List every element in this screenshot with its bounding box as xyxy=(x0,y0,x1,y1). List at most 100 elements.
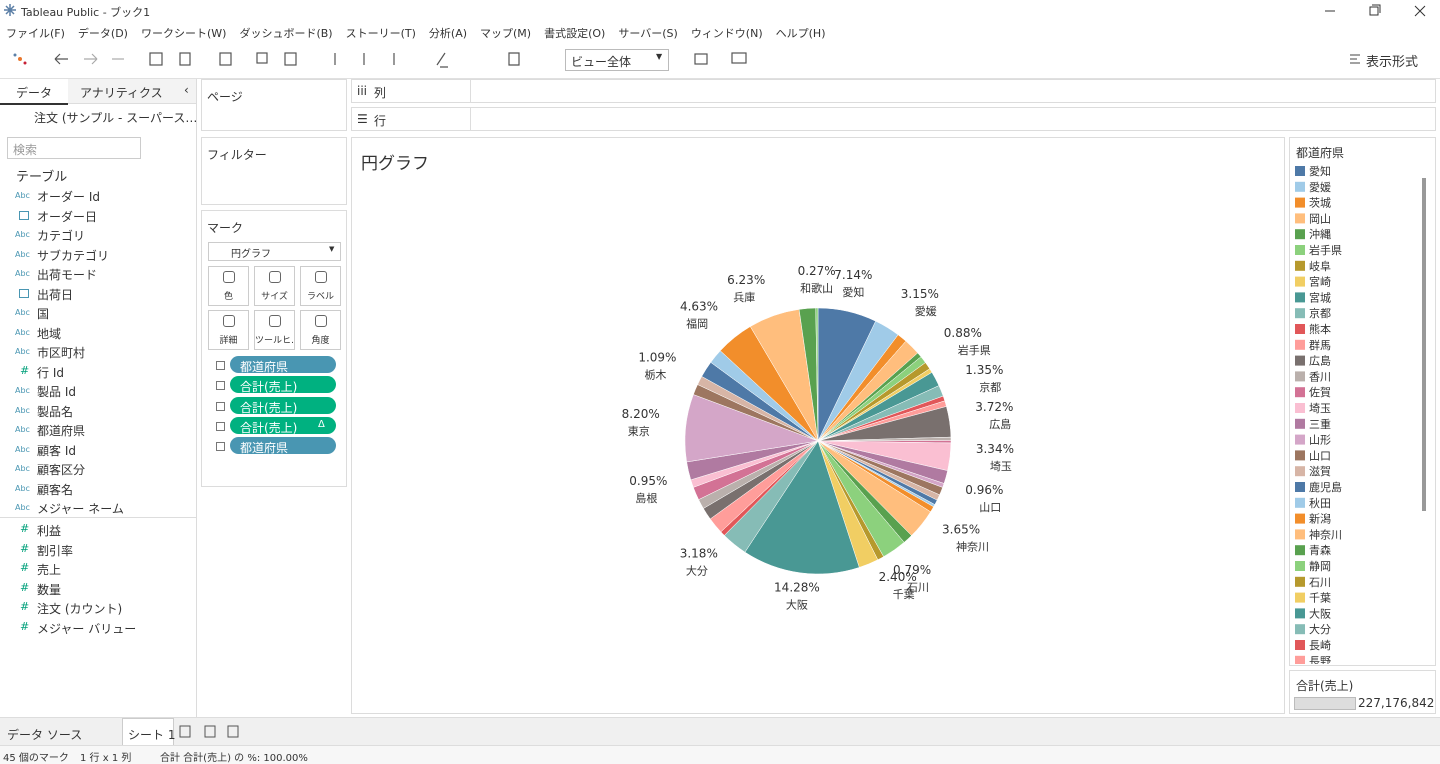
data-source-tab[interactable]: データ ソース xyxy=(7,728,83,742)
dimension-field[interactable]: サブカテゴリ xyxy=(37,248,110,263)
legend-label[interactable]: 岩手県 xyxy=(1309,243,1342,257)
measure-field[interactable]: メジャー バリュー xyxy=(37,621,137,636)
dimension-field[interactable]: 市区町村 xyxy=(37,346,86,360)
legend-label[interactable]: 滋賀 xyxy=(1309,465,1331,478)
dimension-field[interactable]: カテゴリ xyxy=(37,229,86,243)
dimension-field[interactable]: 国 xyxy=(37,307,50,321)
sheet-tab[interactable]: シート 1 xyxy=(122,718,175,747)
menu-item[interactable]: ヘルプ(H) xyxy=(775,27,826,40)
dimension-field[interactable]: 顧客名 xyxy=(37,482,74,497)
dimension-field[interactable]: 製品 Id xyxy=(37,385,76,399)
legend-label[interactable]: 広島 xyxy=(1309,354,1331,368)
legend-label[interactable]: 大阪 xyxy=(1309,606,1331,620)
show-me[interactable]: 表示形式 xyxy=(1366,55,1419,70)
pill[interactable]: 都道府県 xyxy=(230,437,336,455)
menu-item[interactable]: ワークシート(W) xyxy=(140,27,227,40)
menu-item[interactable]: 分析(A) xyxy=(428,27,468,40)
legend-label[interactable]: 岡山 xyxy=(1309,212,1331,225)
rows-shelf[interactable]: ☰ 行 xyxy=(351,107,1436,131)
new-sheet-icons[interactable] xyxy=(178,724,243,740)
legend-label[interactable]: 三重 xyxy=(1309,417,1331,431)
dimension-field[interactable]: オーダー Id xyxy=(37,190,100,204)
measure-field[interactable]: 数量 xyxy=(37,582,62,597)
dimension-field[interactable]: 出荷モード xyxy=(37,268,98,282)
measure-field[interactable]: 注文 (カウント) xyxy=(37,602,123,616)
legend-label[interactable]: 熊本 xyxy=(1309,322,1331,336)
legend-label[interactable]: 宮崎 xyxy=(1309,275,1331,289)
menu-item[interactable]: ストーリー(T) xyxy=(345,27,416,40)
legend-label[interactable]: 香川 xyxy=(1309,370,1331,383)
legend-label[interactable]: 新潟 xyxy=(1309,513,1331,526)
legend-label[interactable]: 埼玉 xyxy=(1309,401,1331,415)
mark-button[interactable]: 色 xyxy=(208,266,249,306)
menu-item[interactable]: データ(D) xyxy=(77,27,128,40)
dimension-field[interactable]: 顧客区分 xyxy=(37,463,86,477)
legend-label[interactable]: 京都 xyxy=(1309,307,1331,320)
mark-button[interactable]: 角度 xyxy=(300,310,341,350)
dimension-field[interactable]: オーダー日 xyxy=(37,209,98,224)
legend-label[interactable]: 長崎 xyxy=(1309,638,1331,652)
search-box[interactable]: 検索 xyxy=(7,137,141,159)
legend-label[interactable]: 群馬 xyxy=(1309,338,1331,352)
data-source[interactable]: 注文 (サンプル - スーパース… xyxy=(34,111,198,125)
pill[interactable]: 合計(売上) xyxy=(230,396,336,415)
legend-label[interactable]: 茨城 xyxy=(1309,197,1331,210)
legend-label[interactable]: 青森 xyxy=(1309,543,1331,557)
legend-label[interactable]: 宮城 xyxy=(1309,291,1331,304)
legend-label[interactable]: 神奈川 xyxy=(1309,527,1342,541)
legend-label[interactable]: 山形 xyxy=(1309,434,1331,447)
collapse[interactable]: ‹ xyxy=(184,83,189,97)
mark-button[interactable]: ラベル xyxy=(300,266,341,306)
menu-item[interactable]: マップ(M) xyxy=(480,27,532,40)
pie-slice[interactable] xyxy=(815,307,819,442)
dimension-field[interactable]: 製品名 xyxy=(37,404,74,419)
mark-button[interactable]: サイズ xyxy=(254,266,295,306)
menu-item[interactable]: サーバー(S) xyxy=(618,27,678,40)
pill[interactable]: 合計(売上) xyxy=(230,376,336,394)
pill-icon xyxy=(216,381,225,391)
legend-label[interactable]: 石川 xyxy=(1309,576,1331,589)
data-tab[interactable]: データ xyxy=(0,79,68,105)
pie-slice[interactable] xyxy=(744,440,860,575)
legend-label[interactable]: 静岡 xyxy=(1309,559,1331,573)
measure-field[interactable]: 利益 xyxy=(37,524,62,538)
mark-button[interactable]: 詳細 xyxy=(208,310,249,350)
legend-label[interactable]: 佐賀 xyxy=(1309,385,1331,399)
mark-button-label: ツールヒ… xyxy=(255,336,294,346)
menu-item[interactable]: ウィンドウ(N) xyxy=(690,27,763,40)
pill[interactable]: 合計(売上) Δ xyxy=(230,416,336,435)
menu-item[interactable]: ファイル(F) xyxy=(6,27,65,40)
legend-label[interactable]: 岐阜 xyxy=(1309,260,1331,273)
dimension-field[interactable]: 顧客 Id xyxy=(37,443,76,458)
measure-field[interactable]: 割引率 xyxy=(37,543,74,558)
pill[interactable]: 都道府県 xyxy=(230,356,336,374)
legend-label[interactable]: 千葉 xyxy=(1309,591,1331,605)
menu-item[interactable]: 書式設定(O) xyxy=(544,27,606,40)
measure-field[interactable]: 売上 xyxy=(37,563,62,577)
analytics-tab[interactable]: アナリティクス ‹ xyxy=(68,79,196,104)
dimension-field[interactable]: 行 Id xyxy=(37,365,64,380)
dimension-field[interactable]: 地域 xyxy=(37,326,62,341)
filters-shelf[interactable]: フィルター xyxy=(201,137,347,205)
legend-label[interactable]: 長野 xyxy=(1309,655,1331,664)
legend-label[interactable]: 鹿児島 xyxy=(1309,480,1342,494)
toolbar-icons[interactable] xyxy=(0,41,780,78)
legend-label[interactable]: 愛知 xyxy=(1309,164,1331,178)
fit-dropdown[interactable]: ビュー全体 ▼ xyxy=(565,49,669,71)
dimension-field[interactable]: メジャー ネーム xyxy=(37,502,124,516)
mark-type-dropdown[interactable]: 円グラフ ▼ xyxy=(208,242,341,261)
menu-item[interactable]: ダッシュボード(B) xyxy=(239,27,333,40)
dimension-field[interactable]: 都道府県 xyxy=(37,424,86,438)
columns-shelf[interactable]: iii 列 xyxy=(351,79,1436,103)
legend-label[interactable]: 愛媛 xyxy=(1309,181,1331,194)
dimension-field[interactable]: 出荷日 xyxy=(37,287,74,302)
text-icon: Abc xyxy=(15,249,30,259)
legend-label[interactable]: 大分 xyxy=(1309,622,1331,636)
mark-button[interactable]: ツールヒ… xyxy=(254,310,295,350)
window-controls[interactable] xyxy=(1320,3,1435,19)
legend-label[interactable]: 秋田 xyxy=(1309,496,1331,510)
legend-label[interactable]: 沖縄 xyxy=(1309,228,1331,241)
pages-shelf[interactable]: ページ xyxy=(201,79,347,131)
scrollbar[interactable] xyxy=(1422,178,1426,511)
legend-label[interactable]: 山口 xyxy=(1309,449,1331,462)
